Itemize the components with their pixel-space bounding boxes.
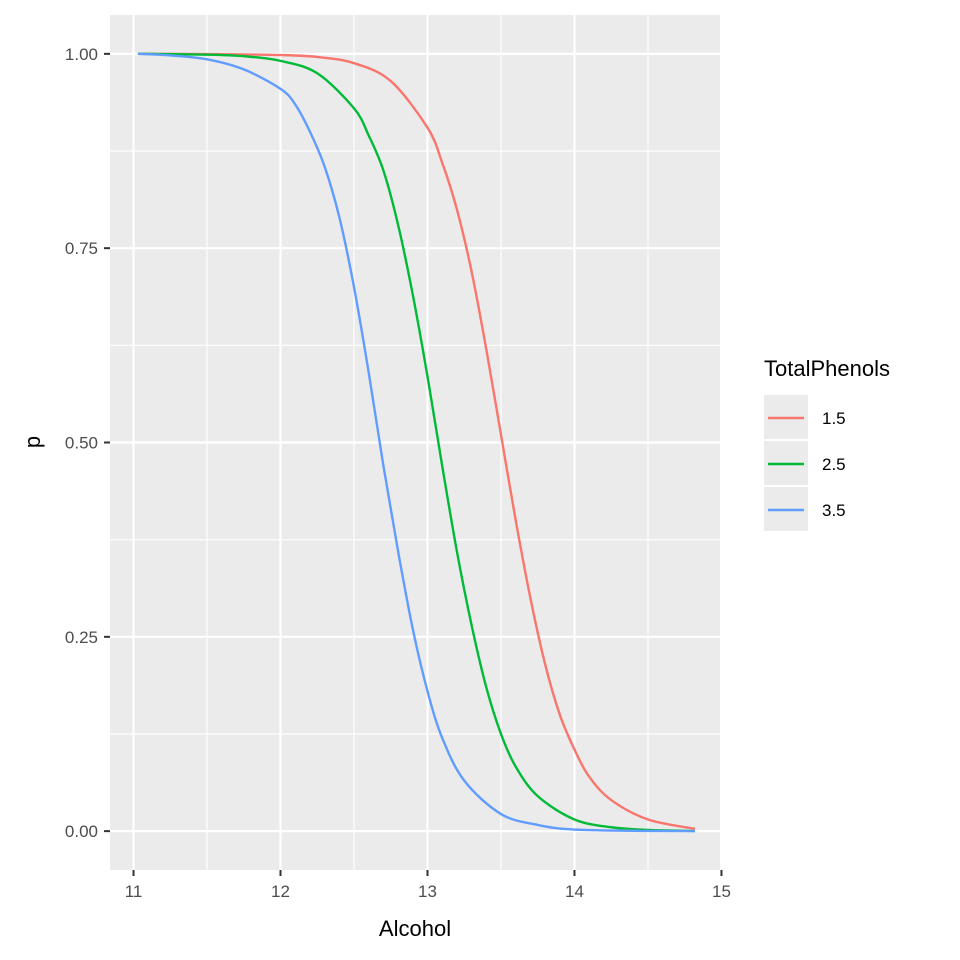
y-axis-title: p bbox=[20, 436, 45, 448]
legend-items: 1.5 2.5 3.5 bbox=[764, 395, 846, 531]
y-tick-label: 0.00 bbox=[65, 822, 98, 841]
x-tick-label: 15 bbox=[712, 882, 731, 901]
x-axis: 11 12 13 14 15 bbox=[125, 870, 731, 901]
y-tick-label: 1.00 bbox=[65, 45, 98, 64]
y-tick-label: 0.25 bbox=[65, 628, 98, 647]
series-layer bbox=[137, 52, 696, 833]
legend-label: 2.5 bbox=[822, 455, 846, 474]
y-tick-label: 0.75 bbox=[65, 239, 98, 258]
series-line-1-5 bbox=[137, 52, 696, 830]
legend-title: TotalPhenols bbox=[764, 356, 890, 381]
x-tick-label: 13 bbox=[418, 882, 437, 901]
legend: TotalPhenols 1.5 2.5 3.5 bbox=[764, 356, 890, 531]
series-line-2-5 bbox=[137, 52, 696, 833]
y-tick-label: 0.50 bbox=[65, 434, 98, 453]
x-tick-label: 12 bbox=[271, 882, 290, 901]
series-line-3-5 bbox=[137, 52, 696, 833]
x-axis-title: Alcohol bbox=[379, 916, 451, 941]
x-tick-label: 11 bbox=[125, 882, 143, 901]
x-tick-label: 14 bbox=[565, 882, 584, 901]
y-axis: 0.00 0.25 0.50 0.75 1.00 bbox=[65, 45, 110, 841]
legend-label: 1.5 bbox=[822, 409, 846, 428]
legend-label: 3.5 bbox=[822, 501, 846, 520]
